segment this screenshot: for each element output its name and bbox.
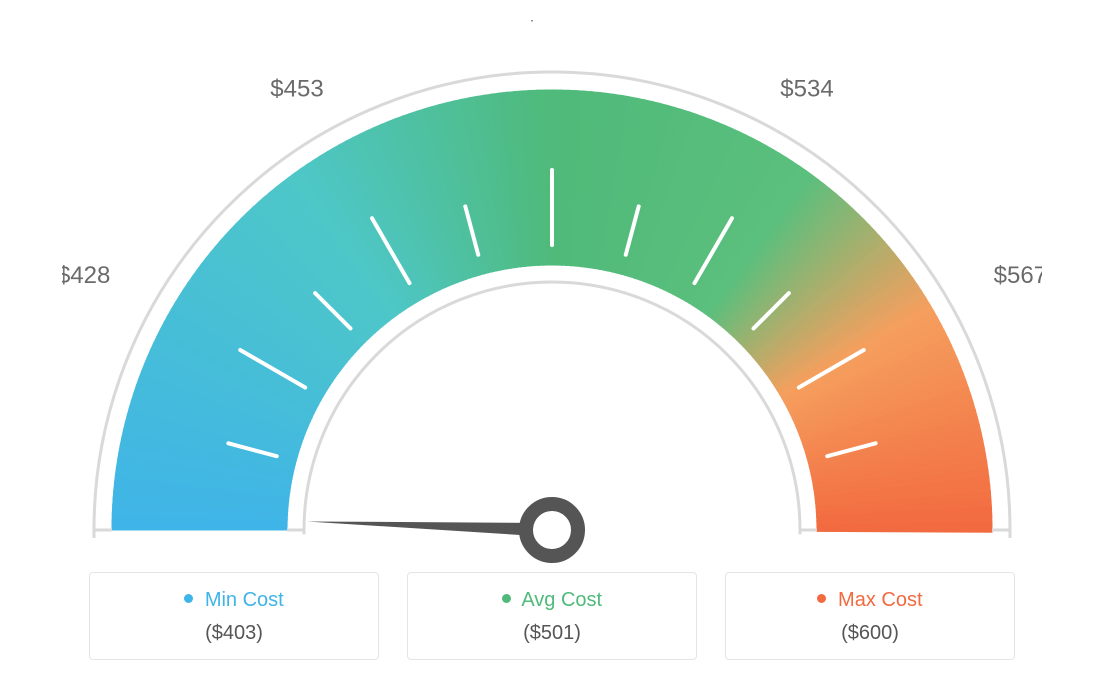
gauge-tick-label: $428 [62, 262, 110, 289]
legend-min-title: Min Cost [100, 589, 368, 612]
gauge-arc [112, 90, 992, 532]
legend-avg: Avg Cost ($501) [407, 572, 697, 660]
gauge-tick-label: $534 [780, 75, 833, 102]
gauge-needle [306, 495, 579, 556]
legend-avg-dot [502, 594, 511, 603]
legend-max-dot [817, 594, 826, 603]
gauge-tick-label: $453 [270, 75, 323, 102]
legend-max: Max Cost ($600) [725, 572, 1015, 660]
legend-min: Min Cost ($403) [89, 572, 379, 660]
legend-min-value: ($403) [100, 622, 368, 645]
legend-max-value: ($600) [736, 622, 1004, 645]
legend-max-label: Max Cost [838, 589, 922, 611]
gauge-hub [525, 503, 579, 557]
legend-min-label: Min Cost [205, 589, 284, 611]
legend-max-title: Max Cost [736, 589, 1004, 612]
legend-row: Min Cost ($403) Avg Cost ($501) Max Cost… [89, 572, 1015, 660]
legend-avg-label: Avg Cost [521, 589, 602, 611]
cost-gauge-container: $403$428$453$501$534$567$600 Min Cost ($… [0, 0, 1104, 690]
gauge-tick-label: $501 [525, 20, 578, 26]
gauge-tick-label: $567 [994, 262, 1042, 289]
legend-min-dot [184, 594, 193, 603]
gauge-chart: $403$428$453$501$534$567$600 [62, 20, 1042, 580]
legend-avg-title: Avg Cost [418, 589, 686, 612]
legend-avg-value: ($501) [418, 622, 686, 645]
